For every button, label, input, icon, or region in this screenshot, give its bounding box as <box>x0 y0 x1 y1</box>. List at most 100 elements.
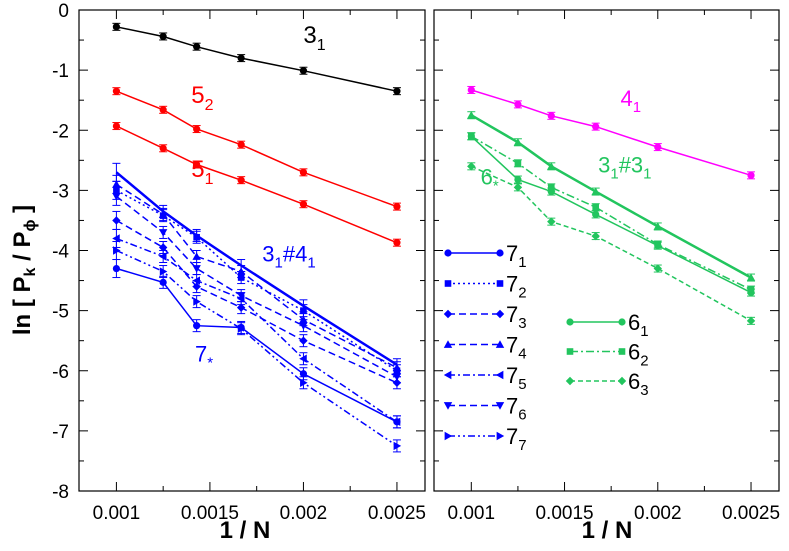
right-x-tick-label: 0.0025 <box>722 503 780 524</box>
point-3_1 <box>393 87 401 95</box>
legend-label-sub: 1 <box>518 254 526 271</box>
left-panel: 0.001 0.0015 0.002 0.00250-1-2-3-4-5-6-7-83… <box>52 1 527 524</box>
annotation-3_1-sub: 1 <box>317 37 326 54</box>
series-3_1 <box>112 22 401 96</box>
point-7_4 <box>192 252 201 260</box>
legend-label-sub: 7 <box>518 437 526 454</box>
series-line-5_2 <box>116 90 398 208</box>
legend-marker <box>495 370 504 380</box>
point-3_1 <box>112 23 121 31</box>
legend-label-text: 7 <box>506 241 518 266</box>
point-6_2 <box>747 286 755 293</box>
point-5_1 <box>237 176 245 184</box>
point-6_1 <box>592 210 600 219</box>
series-line-7_4 <box>115 183 398 369</box>
legend-label-sub: 5 <box>518 376 526 393</box>
point-4_1 <box>514 100 522 108</box>
annotation-6_*: 6* <box>481 164 499 194</box>
legend-label-text: 7 <box>506 272 518 297</box>
annotation-3_1#3_1-sub: 1 <box>610 165 618 182</box>
point-5_1 <box>159 144 167 152</box>
annotation-3_1#3_1-suffix: #3 <box>619 152 643 177</box>
legend-item-7_2: 72 <box>444 272 527 302</box>
left-y-tick-label: -8 <box>52 482 69 503</box>
annotation-5_2: 52 <box>191 82 213 114</box>
legend-item-6_2: 62 <box>566 340 649 370</box>
point-3_1#3_1 <box>467 111 476 119</box>
point-3_1 <box>193 43 201 51</box>
legend-label-text: 7 <box>506 363 518 388</box>
legend-label: 74 <box>506 333 527 363</box>
point-4_1 <box>592 123 600 131</box>
point-5_1 <box>112 122 121 130</box>
legend-label: 62 <box>628 340 649 370</box>
legend-marker <box>444 431 453 441</box>
series-line-7_1 <box>116 267 398 423</box>
point-5_2 <box>393 203 401 211</box>
point-7_6 <box>158 229 168 237</box>
legend-label: 76 <box>506 394 527 424</box>
point-3_1#3_1 <box>513 138 523 146</box>
series-5_2 <box>112 87 401 211</box>
point-6_3 <box>513 183 523 192</box>
point-5_1 <box>193 160 201 169</box>
point-5_1 <box>393 239 401 247</box>
point-7_1 <box>299 370 308 378</box>
annotation-5_1: 51 <box>191 156 213 188</box>
legend-marker <box>618 348 626 355</box>
left-x-tick-label: 0.0015 <box>181 503 239 524</box>
point-7_7 <box>113 246 121 255</box>
series-line-7_6 <box>115 195 398 378</box>
point-6_3 <box>653 264 662 273</box>
legend-marker <box>444 249 452 257</box>
legend-marker <box>495 340 505 348</box>
annotation-3_1#3_1-text: 3 <box>598 152 610 177</box>
legend-item-7_7: 77 <box>444 424 527 454</box>
series-line-6_2 <box>470 135 752 291</box>
legend-marker <box>444 280 452 287</box>
right-x-tick-label: 0.0015 <box>535 503 593 524</box>
legend-marker <box>443 340 453 348</box>
point-5_2 <box>193 125 201 133</box>
legend-marker <box>443 402 453 410</box>
y-axis-label-slash: / P <box>9 232 36 268</box>
series-line-4_1 <box>471 89 752 177</box>
legend-label-text: 7 <box>506 394 518 419</box>
left-y-tick-label: -5 <box>52 302 69 323</box>
point-4_1 <box>747 171 755 179</box>
point-6_3 <box>467 162 476 171</box>
point-7_3 <box>112 216 121 225</box>
annotation-4_1-text: 4 <box>620 86 632 111</box>
legend-label-text: 7 <box>506 424 518 449</box>
point-4_1 <box>654 143 662 151</box>
point-7_4 <box>158 210 168 218</box>
point-7_6 <box>112 193 121 201</box>
point-6_3 <box>591 231 600 241</box>
annotation-3_1#3_1-sub2: 1 <box>643 165 651 182</box>
legend-label-text: 6 <box>628 340 640 365</box>
series-6_3 <box>467 162 756 326</box>
point-7_3 <box>158 243 168 252</box>
right-x-tick-label: 0.001 <box>448 503 496 524</box>
annotation-3_1#4_1-sub: 1 <box>275 254 283 271</box>
point-7_5 <box>192 276 200 285</box>
point-5_2 <box>299 168 308 176</box>
point-7_5 <box>112 234 120 243</box>
legend-marker <box>618 318 626 326</box>
annotation-3_1: 31 <box>303 22 325 54</box>
point-7_4 <box>236 267 246 275</box>
legend-marker <box>617 376 627 386</box>
legend-label-sub: 2 <box>518 285 526 302</box>
legend-label-sub: 6 <box>518 407 526 424</box>
annotation-3_1#4_1-sub2: 1 <box>307 254 315 271</box>
point-5_1 <box>299 200 308 208</box>
point-7_7 <box>159 267 168 276</box>
point-6_2 <box>654 241 662 248</box>
point-4_1 <box>547 112 555 120</box>
annotation-3_1#3_1: 31#31 <box>598 152 651 182</box>
series-line-3_1#3_1 <box>470 114 752 279</box>
annotation-5_1-sub: 1 <box>205 171 214 188</box>
